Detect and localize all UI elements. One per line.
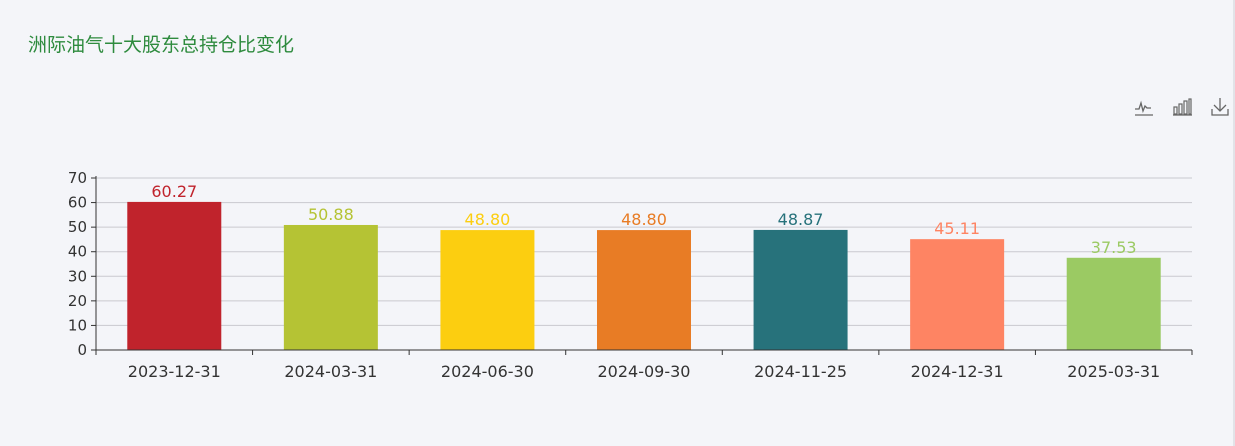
y-tick-label: 0 bbox=[77, 341, 87, 359]
bar bbox=[910, 239, 1005, 350]
data-label: 48.80 bbox=[465, 210, 511, 229]
x-tick-label: 2023-12-31 bbox=[128, 362, 221, 381]
bar bbox=[127, 201, 222, 350]
x-tick-label: 2024-06-30 bbox=[441, 362, 534, 381]
y-tick-label: 30 bbox=[68, 267, 87, 285]
y-tick-label: 60 bbox=[68, 194, 87, 212]
scrollbar-track[interactable] bbox=[1233, 0, 1235, 446]
bar bbox=[283, 224, 378, 350]
y-tick-label: 50 bbox=[68, 218, 87, 236]
bar bbox=[597, 230, 691, 350]
x-tick-label: 2024-11-25 bbox=[754, 362, 847, 381]
data-label: 48.80 bbox=[621, 210, 667, 229]
x-tick-label: 2025-03-31 bbox=[1067, 362, 1160, 381]
x-tick-label: 2024-12-31 bbox=[911, 362, 1004, 381]
bar bbox=[753, 229, 848, 350]
x-tick-label: 2024-09-30 bbox=[598, 362, 691, 381]
y-tick-label: 70 bbox=[68, 169, 87, 187]
y-tick-label: 10 bbox=[68, 316, 87, 334]
data-label: 50.88 bbox=[308, 205, 354, 224]
y-tick-label: 40 bbox=[68, 243, 87, 261]
chart-toolbar bbox=[1133, 96, 1231, 118]
data-label: 48.87 bbox=[778, 210, 824, 229]
bar-chart-icon[interactable] bbox=[1171, 96, 1193, 118]
line-chart-icon[interactable] bbox=[1133, 96, 1155, 118]
bar bbox=[1066, 257, 1161, 350]
data-label: 37.53 bbox=[1091, 238, 1137, 257]
x-tick-label: 2024-03-31 bbox=[284, 362, 377, 381]
bar bbox=[440, 230, 535, 350]
y-tick-label: 20 bbox=[68, 292, 87, 310]
data-label: 60.27 bbox=[151, 182, 197, 201]
chart-title: 洲际油气十大股东总持仓比变化 bbox=[28, 34, 295, 56]
download-icon[interactable] bbox=[1209, 96, 1231, 118]
data-label: 45.11 bbox=[934, 219, 980, 238]
